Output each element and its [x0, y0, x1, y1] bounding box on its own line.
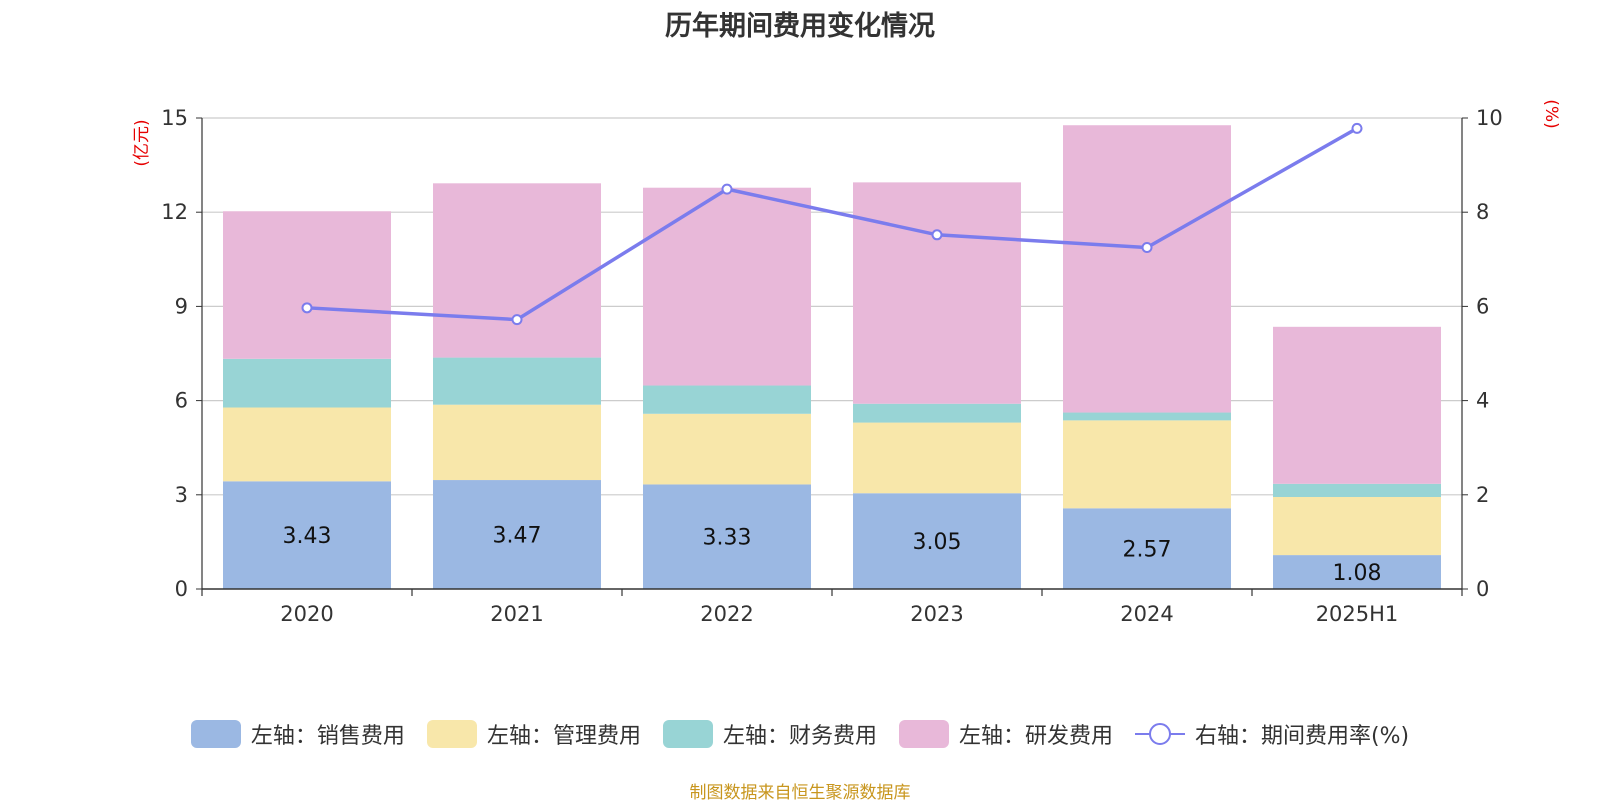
x-axis-tick-label: 2022	[700, 602, 753, 626]
bar-finance	[433, 357, 601, 405]
bar-sales	[1273, 555, 1441, 589]
bar-rnd	[643, 187, 811, 386]
rate-line	[306, 126, 1358, 322]
bar-admin	[433, 404, 601, 481]
legend-item-rnd[interactable]: 左轴：研发费用	[898, 718, 1113, 750]
bar-rnd	[223, 211, 391, 359]
bar-value-label: 1.08	[1333, 561, 1382, 586]
bar-finance	[1063, 412, 1231, 421]
right-axis-tick-label: 0	[1476, 577, 1489, 601]
bar-admin	[223, 407, 391, 482]
left-axis-tick-label: 9	[175, 294, 188, 318]
bar-sales	[433, 480, 601, 589]
legend: 左轴：销售费用 左轴：管理费用 左轴：财务费用 左轴：研发费用 右轴：期间费用率…	[0, 718, 1600, 750]
bar-finance	[1273, 483, 1441, 497]
x-axis-tick-label: 2023	[910, 602, 963, 626]
bar-value-label: 3.33	[703, 526, 752, 551]
rate-point	[301, 302, 313, 314]
left-axis-tick-label: 3	[175, 483, 188, 507]
rate-point	[1141, 242, 1153, 254]
legend-item-admin[interactable]: 左轴：管理费用	[426, 718, 641, 750]
bar-rnd	[1063, 125, 1231, 413]
legend-label-sales: 左轴：销售费用	[250, 724, 405, 749]
rate-point	[931, 229, 943, 241]
legend-label-rate: 右轴：期间费用率(%)	[1194, 724, 1410, 749]
bar-sales	[1063, 508, 1231, 589]
bar-admin	[853, 422, 1021, 494]
right-axis-tick-label: 10	[1476, 106, 1503, 130]
bar-finance	[223, 358, 391, 408]
bar-rnd	[433, 183, 601, 358]
legend-label-finance: 左轴：财务费用	[722, 724, 877, 749]
chart-title: 历年期间费用变化情况	[665, 11, 935, 42]
bar-sales	[643, 484, 811, 589]
data-source-note: 制图数据来自恒生聚源数据库	[689, 783, 911, 803]
bar-admin	[643, 413, 811, 485]
bar-value-label: 2.57	[1123, 538, 1172, 563]
rate-point	[511, 314, 523, 326]
x-axis-tick-label: 2021	[490, 602, 543, 626]
bar-admin	[1063, 420, 1231, 509]
legend-item-finance[interactable]: 左轴：财务费用	[662, 718, 877, 750]
legend-swatch-rnd	[898, 720, 949, 748]
left-axis-tick-label: 0	[175, 577, 188, 601]
legend-swatch-admin	[426, 720, 477, 748]
bar-finance	[853, 403, 1021, 423]
x-axis-tick-label: 2020	[280, 602, 333, 626]
rate-point	[721, 183, 733, 195]
rate-point	[1351, 122, 1363, 134]
left-axis-tick-label: 6	[175, 389, 188, 413]
bar-value-label: 3.47	[493, 524, 542, 549]
legend-label-admin: 左轴：管理费用	[486, 724, 641, 749]
bar-value-label: 3.05	[913, 530, 962, 555]
right-axis-tick-label: 6	[1476, 294, 1489, 318]
x-axis-tick-label: 2025H1	[1316, 602, 1399, 626]
legend-line-marker-icon	[1134, 723, 1185, 745]
bar-finance	[643, 385, 811, 414]
legend-swatch-finance	[662, 720, 713, 748]
bar-rnd	[1273, 326, 1441, 484]
left-axis-unit: (亿元)	[132, 119, 152, 166]
right-axis-tick-label: 8	[1476, 200, 1489, 224]
right-axis-unit: (%)	[1541, 99, 1561, 128]
bar-rnd	[853, 182, 1021, 404]
bar-sales	[223, 481, 391, 589]
right-axis-tick-label: 2	[1476, 483, 1489, 507]
left-axis-tick-label: 15	[161, 106, 188, 130]
left-axis-tick-label: 12	[161, 200, 188, 224]
bar-value-label: 3.43	[283, 524, 332, 549]
legend-label-rnd: 左轴：研发费用	[958, 724, 1113, 749]
legend-item-rate[interactable]: 右轴：期间费用率(%)	[1134, 718, 1410, 750]
right-axis-tick-label: 4	[1476, 389, 1489, 413]
legend-item-sales[interactable]: 左轴：销售费用	[190, 718, 405, 750]
bar-admin	[1273, 496, 1441, 556]
bar-sales	[853, 493, 1021, 589]
legend-swatch-sales	[190, 720, 241, 748]
x-axis-tick-label: 2024	[1120, 602, 1173, 626]
